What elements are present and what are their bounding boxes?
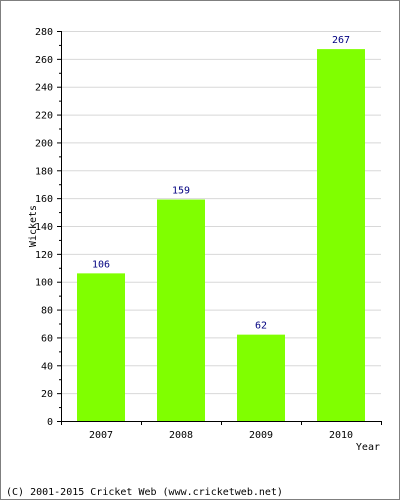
bar-2008 <box>157 199 205 421</box>
x-tick-labels: 2007 2008 2009 2010 <box>89 430 353 441</box>
y-tick-label: 60 <box>41 333 53 344</box>
x-axis-title: Year <box>356 442 380 453</box>
x-tick-label: 2009 <box>249 430 273 441</box>
bars <box>77 49 365 421</box>
data-label-2008: 159 <box>172 186 190 197</box>
data-labels: 106 159 62 267 <box>92 35 350 332</box>
bar-2009 <box>237 334 285 421</box>
y-tick-label: 20 <box>41 389 53 400</box>
y-tick-label: 220 <box>35 111 53 122</box>
data-label-2007: 106 <box>92 259 110 270</box>
y-tick-label: 80 <box>41 306 53 317</box>
copyright-text: (C) 2001-2015 Cricket Web (www.cricketwe… <box>6 487 283 498</box>
x-tick-label: 2008 <box>169 430 193 441</box>
y-tick-label: 240 <box>35 83 53 94</box>
y-tick-label: 280 <box>35 27 53 38</box>
y-tick-label: 100 <box>35 278 53 289</box>
bar-2010 <box>317 49 365 421</box>
y-tick-label: 0 <box>47 417 53 428</box>
y-tick-label: 140 <box>35 222 53 233</box>
x-tick-label: 2010 <box>329 430 353 441</box>
y-tick-label: 120 <box>35 250 53 261</box>
y-tick-labels: 0 20 40 60 80 100 120 140 160 180 200 220 240 260 280 <box>35 27 53 428</box>
y-tick-label: 180 <box>35 166 53 177</box>
axes <box>57 31 382 425</box>
y-tick-label: 200 <box>35 138 53 149</box>
y-tick-label: 160 <box>35 194 53 205</box>
bar-2007 <box>77 273 125 421</box>
x-tick-label: 2007 <box>89 430 113 441</box>
data-label-2010: 267 <box>332 35 350 46</box>
y-tick-label: 260 <box>35 55 53 66</box>
y-tick-label: 40 <box>41 361 53 372</box>
data-label-2009: 62 <box>255 321 267 332</box>
y-axis-title: Wickets <box>28 205 39 247</box>
